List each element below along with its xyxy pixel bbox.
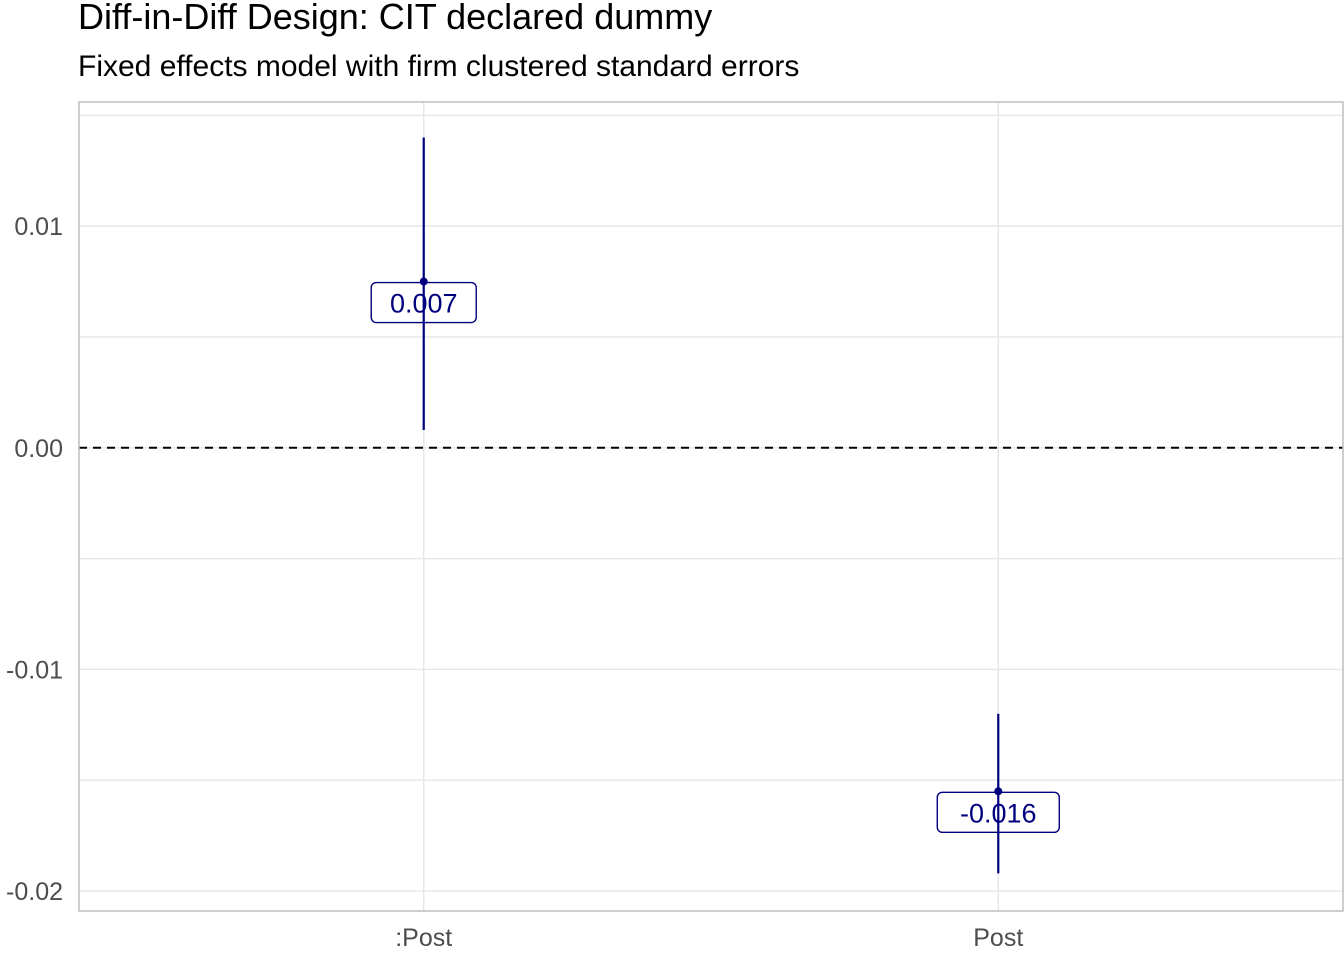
x-tick-label: Post bbox=[973, 924, 1023, 952]
y-tick-label: -0.02 bbox=[6, 878, 63, 906]
data-label-box bbox=[370, 281, 477, 324]
data-label: 0.007 bbox=[390, 289, 458, 319]
x-tick-label: :Post bbox=[395, 924, 452, 952]
chart-subtitle: Fixed effects model with firm clustered … bbox=[78, 50, 800, 83]
plot-border bbox=[78, 101, 1344, 912]
data-label-box bbox=[936, 791, 1060, 834]
chart-title: Diff-in-Diff Design: CIT declared dummy bbox=[78, 0, 713, 37]
data-label: -0.016 bbox=[960, 798, 1037, 828]
y-tick-label: 0.00 bbox=[14, 435, 63, 463]
y-tick-label: -0.01 bbox=[6, 656, 63, 684]
y-tick-label: 0.01 bbox=[14, 213, 63, 241]
point-estimate bbox=[994, 787, 1003, 796]
point-estimate bbox=[419, 277, 428, 286]
